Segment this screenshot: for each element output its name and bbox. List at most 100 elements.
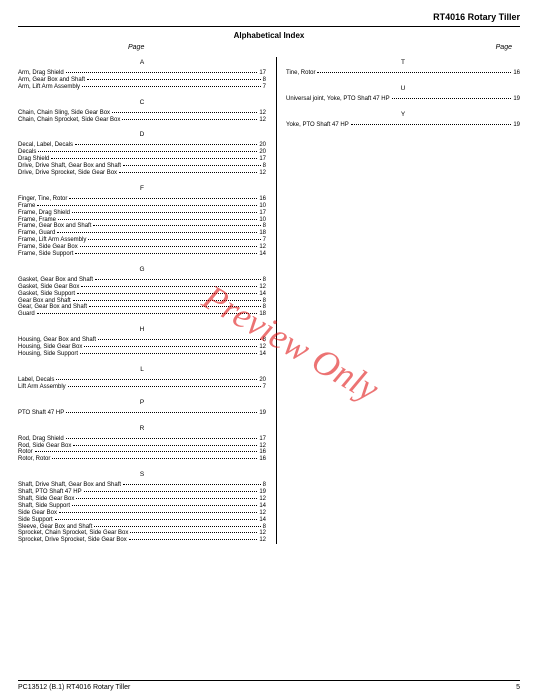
index-entry: Gasket, Side Gear Box12 [18, 284, 266, 291]
entry-label: Decal, Label, Decals [18, 142, 73, 149]
entry-label: Rotor, Rotor [18, 456, 50, 463]
entry-leader-dots [84, 346, 257, 347]
entry-page: 12 [259, 530, 266, 537]
entry-page: 16 [259, 449, 266, 456]
entry-leader-dots [56, 379, 257, 380]
entry-page: 14 [259, 291, 266, 298]
entry-label: Drive, Drive Sprocket, Side Gear Box [18, 170, 117, 177]
index-entry: Housing, Side Support14 [18, 351, 266, 358]
entry-page: 8 [263, 337, 266, 344]
entry-leader-dots [75, 253, 257, 254]
entry-page: 19 [513, 122, 520, 129]
entry-page: 8 [263, 223, 266, 230]
entry-label: Tine, Rotor [286, 70, 315, 77]
entry-page: 10 [259, 203, 266, 210]
letter-head: A [18, 59, 266, 66]
letter-head: L [18, 366, 266, 373]
entry-page: 12 [259, 443, 266, 450]
entry-label: Gasket, Side Support [18, 291, 75, 298]
entry-page: 17 [259, 436, 266, 443]
entry-label: Frame, Lift Arm Assembly [18, 237, 86, 244]
index-entry: Frame, Drag Shield17 [18, 210, 266, 217]
entry-page: 12 [259, 170, 266, 177]
entry-label: Housing, Side Gear Box [18, 344, 82, 351]
entry-page: 20 [259, 377, 266, 384]
index-entry: Drive, Drive Shaft, Gear Box and Shaft8 [18, 163, 266, 170]
entry-leader-dots [76, 498, 257, 499]
entry-page: 16 [259, 196, 266, 203]
letter-head: U [286, 85, 520, 92]
letter-head: G [18, 266, 266, 273]
entry-label: Shaft, Side Gear Box [18, 496, 74, 503]
entry-page: 12 [259, 537, 266, 544]
index-entry: Frame, Side Gear Box12 [18, 244, 266, 251]
index-entry: Sprocket, Drive Sprocket, Side Gear Box1… [18, 537, 266, 544]
entry-page: 12 [259, 344, 266, 351]
entry-page: 16 [513, 70, 520, 77]
letter-head: Y [286, 111, 520, 118]
entry-leader-dots [98, 339, 261, 340]
page-container: RT4016 Rotary Tiller Alphabetical Index … [0, 0, 538, 699]
entry-leader-dots [77, 293, 257, 294]
entry-leader-dots [119, 172, 257, 173]
index-entry: Housing, Gear Box and Shaft 8 [18, 337, 266, 344]
entry-leader-dots [73, 300, 261, 301]
index-entry: Decal, Label, Decals 20 [18, 142, 266, 149]
entry-label: PTO Shaft 47 HP [18, 410, 64, 417]
index-entry: Housing, Side Gear Box 12 [18, 344, 266, 351]
entry-page: 7 [263, 237, 266, 244]
entry-leader-dots [87, 79, 261, 80]
entry-leader-dots [80, 246, 258, 247]
index-entry: Label, Decals20 [18, 377, 266, 384]
index-entry: Shaft, Side Support14 [18, 503, 266, 510]
entry-page: 20 [259, 142, 266, 149]
index-title: Alphabetical Index [18, 31, 520, 40]
index-entry: Drag Shield17 [18, 156, 266, 163]
entry-label: Housing, Gear Box and Shaft [18, 337, 96, 344]
entry-label: Frame [18, 203, 35, 210]
entry-leader-dots [37, 313, 258, 314]
page-label-left: Page [128, 44, 144, 51]
entry-label: Chain, Chain Sling, Side Gear Box [18, 110, 110, 117]
entry-label: Frame, Drag Shield [18, 210, 70, 217]
entry-label: Gear, Gear Box and Shaft [18, 304, 87, 311]
index-entry: Lift Arm Assembly7 [18, 384, 266, 391]
entry-leader-dots [57, 232, 257, 233]
entry-label: Rotor [18, 449, 33, 456]
page-column-heads: Page Page [18, 44, 520, 51]
footer: PC13512 (B.1) RT4016 Rotary Tiller 5 [18, 680, 520, 691]
index-entry: Chain, Chain Sling, Side Gear Box12 [18, 110, 266, 117]
index-entry: Frame, Side Support14 [18, 251, 266, 258]
entry-leader-dots [130, 532, 257, 533]
entry-leader-dots [75, 144, 257, 145]
letter-head: P [18, 399, 266, 406]
entry-leader-dots [81, 286, 257, 287]
entry-leader-dots [89, 306, 261, 307]
entry-label: Frame, Guard [18, 230, 55, 237]
entry-leader-dots [88, 239, 260, 240]
header-product: RT4016 Rotary Tiller [18, 12, 520, 24]
index-entry: Gear, Gear Box and Shaft8 [18, 304, 266, 311]
entry-leader-dots [112, 112, 257, 113]
entry-label: Drive, Drive Shaft, Gear Box and Shaft [18, 163, 121, 170]
entry-leader-dots [392, 98, 512, 99]
index-entry: Frame, Frame10 [18, 217, 266, 224]
footer-rule [18, 680, 520, 681]
entry-leader-dots [58, 219, 257, 220]
index-entry: PTO Shaft 47 HP19 [18, 410, 266, 417]
header-rule [18, 26, 520, 27]
column-divider [276, 57, 277, 544]
columns: AArm, Drag Shield17Arm, Gear Box and Sha… [18, 57, 520, 544]
index-entry: Rotor, Rotor16 [18, 456, 266, 463]
entry-label: Housing, Side Support [18, 351, 78, 358]
entry-page: 20 [259, 149, 266, 156]
entry-page: 8 [263, 482, 266, 489]
entry-leader-dots [95, 279, 261, 280]
entry-page: 14 [259, 517, 266, 524]
index-entry: Frame 10 [18, 203, 266, 210]
footer-left: PC13512 (B.1) RT4016 Rotary Tiller [18, 684, 130, 691]
index-entry: Sleeve, Gear Box and Shaft8 [18, 524, 266, 531]
entry-page: 8 [263, 277, 266, 284]
entry-page: 12 [259, 244, 266, 251]
entry-label: Shaft, Side Support [18, 503, 70, 510]
